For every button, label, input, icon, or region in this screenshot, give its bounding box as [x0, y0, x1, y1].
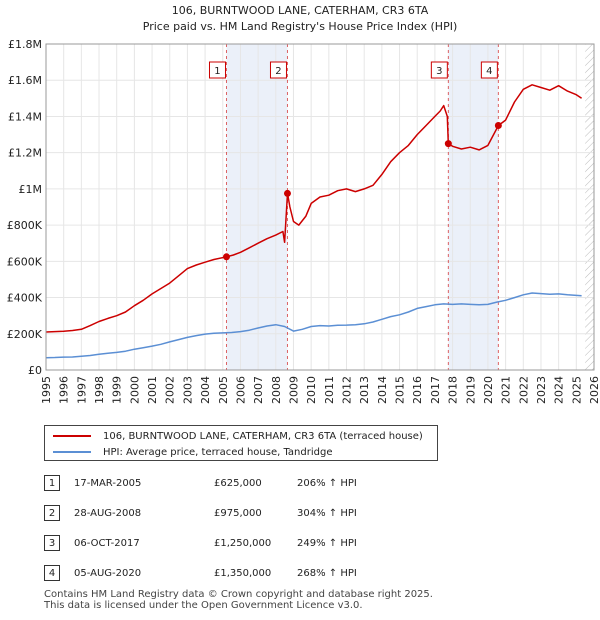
- sale-point-1: [222, 253, 230, 261]
- sale-label-3: 3: [436, 66, 442, 77]
- sale-price: £975,000: [214, 508, 262, 519]
- x-tick-label: 2002: [164, 376, 177, 404]
- y-tick-label: £1.6M: [8, 74, 42, 87]
- legend-item-property: 106, BURNTWOOD LANE, CATERHAM, CR3 6TA (…: [53, 428, 423, 444]
- sale-price: £1,350,000: [214, 568, 272, 579]
- legend-swatch-hpi: [53, 451, 91, 453]
- sale-hpi-change: 268% ↑ HPI: [297, 568, 357, 579]
- x-tick-label: 1998: [93, 376, 106, 404]
- x-tick-label: 2012: [341, 376, 354, 404]
- plot-border: [45, 43, 595, 371]
- legend: 106, BURNTWOOD LANE, CATERHAM, CR3 6TA (…: [44, 425, 438, 461]
- sale-price: £625,000: [214, 478, 262, 489]
- future-region: [585, 44, 594, 370]
- y-tick-label: £1.2M: [8, 147, 42, 160]
- sale-label-box-3: [430, 61, 448, 79]
- sale-label-box-4: [480, 61, 498, 79]
- sale-label-4: 4: [486, 66, 492, 77]
- sale-label-box-1: [208, 61, 226, 79]
- x-tick-label: 2010: [305, 376, 318, 404]
- sale-number-box: 2: [44, 505, 60, 521]
- sale-row-4: 4 05-AUG-2020 £1,350,000 268% ↑ HPI: [44, 565, 444, 585]
- legend-item-hpi: HPI: Average price, terraced house, Tand…: [53, 444, 332, 460]
- x-tick-label: 2021: [500, 376, 513, 404]
- plot-area: [46, 44, 594, 370]
- sale-date: 06-OCT-2017: [74, 538, 140, 549]
- x-tick-label: 1999: [111, 376, 124, 404]
- sale-date: 17-MAR-2005: [74, 478, 142, 489]
- legend-label-hpi: HPI: Average price, terraced house, Tand…: [103, 446, 333, 458]
- sale-span-1-2: [226, 44, 288, 370]
- x-tick-label: 2001: [146, 376, 159, 404]
- sale-point-3: [444, 140, 452, 148]
- legend-swatch-property: [53, 435, 91, 437]
- sale-point-4: [494, 122, 502, 129]
- x-tick-label: 2004: [199, 376, 212, 404]
- x-tick-label: 2008: [270, 376, 283, 404]
- x-tick-label: 2007: [252, 376, 265, 404]
- x-tick-label: 2009: [287, 376, 300, 404]
- x-tick-label: 2013: [358, 376, 371, 404]
- x-tick-label: 2005: [217, 376, 230, 404]
- footer: Contains HM Land Registry data © Crown c…: [44, 589, 433, 611]
- y-tick-label: £800K: [7, 219, 43, 232]
- y-tick-label: £400K: [7, 292, 43, 305]
- sale-point-2: [283, 189, 291, 197]
- sale-row-3: 3 06-OCT-2017 £1,250,000 249% ↑ HPI: [44, 535, 444, 555]
- sale-row-2: 2 28-AUG-2008 £975,000 304% ↑ HPI: [44, 505, 444, 525]
- sale-date: 28-AUG-2008: [74, 508, 142, 519]
- hpi-line: [45, 292, 582, 359]
- x-tick-label: 2026: [588, 376, 600, 404]
- sale-number-box: 1: [44, 475, 60, 491]
- x-tick-label: 2018: [447, 376, 460, 404]
- x-tick-label: 2016: [411, 376, 424, 404]
- x-tick-label: 2003: [181, 376, 194, 404]
- legend-label-property: 106, BURNTWOOD LANE, CATERHAM, CR3 6TA (…: [103, 430, 423, 442]
- x-tick-label: 1997: [75, 376, 88, 404]
- x-tick-label: 2006: [234, 376, 247, 404]
- sale-number-box: 3: [44, 535, 60, 551]
- x-tick-label: 1996: [58, 376, 71, 404]
- x-tick-label: 2020: [482, 376, 495, 404]
- x-tick-label: 2011: [323, 376, 336, 404]
- x-tick-label: 2014: [376, 376, 389, 404]
- sale-span-3-4: [448, 44, 499, 370]
- x-tick-label: 2019: [464, 376, 477, 404]
- footer-copyright: Contains HM Land Registry data © Crown c…: [44, 589, 433, 600]
- chart-title: 106, BURNTWOOD LANE, CATERHAM, CR3 6TA: [172, 4, 429, 17]
- y-tick-label: £1.4M: [8, 110, 42, 123]
- property-price-line: [45, 84, 583, 333]
- x-tick-label: 2015: [394, 376, 407, 404]
- chart-subtitle: Price paid vs. HM Land Registry's House …: [143, 20, 458, 33]
- sale-hpi-change: 304% ↑ HPI: [297, 508, 357, 519]
- sale-date: 05-AUG-2020: [74, 568, 142, 579]
- sale-label-box-2: [269, 61, 287, 79]
- sale-label-1: 1: [214, 66, 220, 77]
- x-tick-label: 2017: [429, 376, 442, 404]
- y-tick-label: £600K: [7, 255, 43, 268]
- x-tick-label: 2025: [570, 376, 583, 404]
- sale-hpi-change: 206% ↑ HPI: [297, 478, 357, 489]
- x-tick-label: 1995: [40, 376, 53, 404]
- x-tick-label: 2000: [128, 376, 141, 404]
- sale-label-2: 2: [275, 66, 281, 77]
- y-tick-label: £1M: [19, 183, 43, 196]
- sale-hpi-change: 249% ↑ HPI: [297, 538, 357, 549]
- y-tick-label: £1.8M: [8, 38, 42, 51]
- footer-licence: This data is licensed under the Open Gov…: [44, 600, 363, 611]
- sale-number-box: 4: [44, 565, 60, 581]
- sale-price: £1,250,000: [214, 538, 272, 549]
- y-tick-label: £200K: [7, 328, 43, 341]
- x-tick-label: 2022: [517, 376, 530, 404]
- y-tick-label: £0: [28, 364, 42, 377]
- sale-row-1: 1 17-MAR-2005 £625,000 206% ↑ HPI: [44, 475, 444, 495]
- price-chart: 106, BURNTWOOD LANE, CATERHAM, CR3 6TA Pr…: [7, 4, 600, 404]
- x-tick-label: 2023: [535, 376, 548, 404]
- x-tick-label: 2024: [553, 376, 566, 404]
